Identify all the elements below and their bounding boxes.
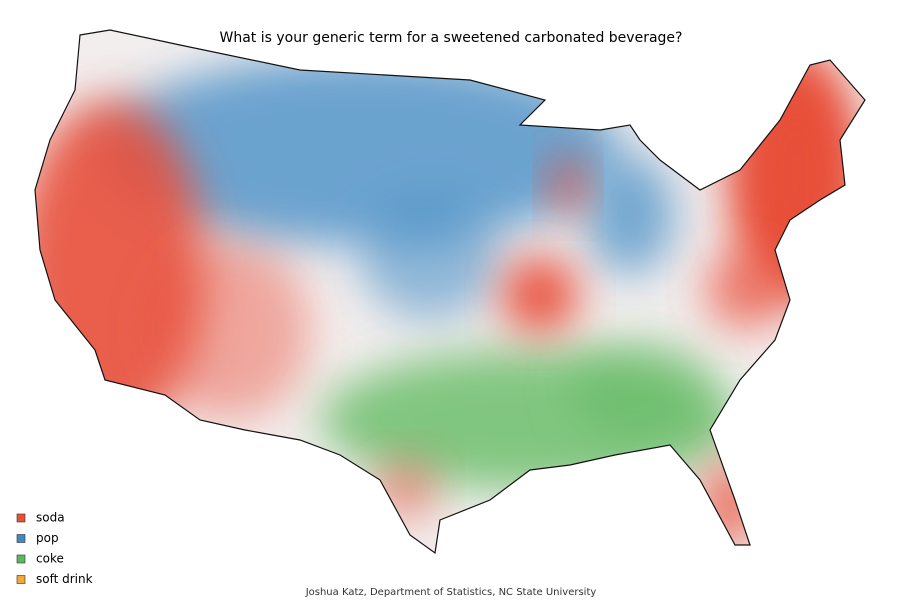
region-shade [100,55,620,245]
legend-label: soda [36,511,65,525]
region-shade [360,200,500,320]
legend-swatch [16,513,26,523]
legend-label: soft drink [36,572,93,586]
region-shade [585,155,675,275]
legend-swatch [16,554,26,564]
legend-swatch [16,575,26,584]
region-shade [570,340,710,440]
title: What is your generic term for a sweetene… [220,30,683,46]
region-shade [550,157,586,213]
credit: Joshua Katz, Department of Statistics, N… [305,587,597,598]
legend: soda pop coke soft drink [16,511,93,586]
legend-swatch [16,534,26,543]
region-shade [502,257,578,333]
region-shade [705,250,785,330]
legend-label: pop [36,531,59,545]
region-shade [150,240,310,420]
legend-label: coke [36,552,64,566]
